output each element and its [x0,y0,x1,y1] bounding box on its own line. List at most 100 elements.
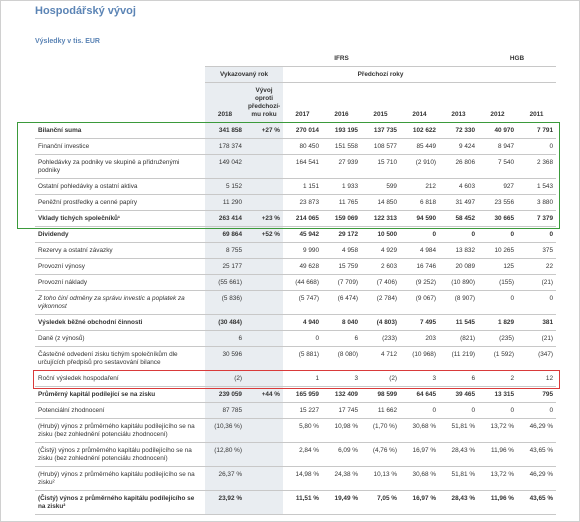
row-label: Výsledek běžné obchodní činnosti [35,314,205,331]
table-row: Výsledek běžné obchodní činnosti (30 484)… [35,314,557,331]
group-header: IFRS [205,51,478,67]
cell: 98 599 [361,386,400,403]
cell [245,138,283,155]
cell: 0 [517,402,557,419]
cell: (10 890) [439,274,478,291]
cell: (4 803) [361,314,400,331]
cell: (9 067) [400,290,439,315]
cell: 5 152 [205,178,245,195]
cell: (44 668) [283,274,322,291]
table-row: Rezervy a ostatní závazky 8 755 9 990 4 958… [35,242,557,259]
row-label: Roční výsledek hospodaření [35,370,205,387]
cell [245,490,283,515]
cell: 80 450 [283,138,322,155]
table-row: (Čistý) výnos z průměrného kapitálu podí… [35,490,557,515]
cell: 94 590 [400,210,439,227]
cell: 8 755 [205,242,245,259]
cell: 10 500 [361,226,400,243]
cell [245,178,283,195]
cell [245,346,283,371]
cell: 46,29 % [517,466,557,491]
cell: (4,76 %) [361,442,400,467]
cell: (5 881) [283,346,322,371]
cell: 214 065 [283,210,322,227]
cell: 178 374 [205,138,245,155]
cell: 149 042 [205,154,245,179]
cell: 11 662 [361,402,400,419]
cell: (5 836) [205,290,245,315]
cell: 4 958 [322,242,361,259]
cell: 0 [439,402,478,419]
cell: (2 910) [400,154,439,179]
cell: 4 940 [283,314,322,331]
cell: 263 414 [205,210,245,227]
cell: 20 089 [439,258,478,275]
cell: 29 172 [322,226,361,243]
cell: 13 315 [478,386,517,403]
cell [245,330,283,347]
cell [245,290,283,315]
cell: 51,81 % [439,418,478,443]
row-label: (Hrubý) výnos z průměrného kapitálu podí… [35,418,205,443]
cell: (821) [439,330,478,347]
subgroup-header: Vykazovaný rok [205,66,283,83]
cell: 0 [439,226,478,243]
cell: 0 [517,226,557,243]
cell: 9 990 [283,242,322,259]
cell [245,154,283,179]
cell: 28,43 % [439,490,478,515]
cell: 159 069 [322,210,361,227]
table-row: Vklady tichých společníků¹ 263 414 +23 % 21… [35,210,557,227]
cell: 212 [400,178,439,195]
cell: (235) [478,330,517,347]
cell: 0 [478,226,517,243]
cell: 87 785 [205,402,245,419]
row-label: Průměrný kapitál podílející se na zisku [35,386,205,403]
cell: (11 219) [439,346,478,371]
row-label: Pohledávky za podniky ve skupině a přidr… [35,154,205,179]
row-label: Z toho činí odměny za správu investic a … [35,290,205,315]
cell: 102 622 [400,122,439,139]
cell: 1 [283,370,322,387]
cell: 1 543 [517,178,557,195]
table-row: (Hrubý) výnos z průměrného kapitálu podí… [35,466,557,491]
cell: 270 014 [283,122,322,139]
table-row: Finanční investice 178 374 80 450 151 558 10… [35,138,557,155]
cell: 45 942 [283,226,322,243]
cell: 11,96 % [478,490,517,515]
cell: (12,80 %) [205,442,245,467]
cell: (5 747) [283,290,322,315]
row-label: Ostatní pohledávky a ostatní aktiva [35,178,205,195]
cell: 10 265 [478,242,517,259]
cell: 51,81 % [439,466,478,491]
cell: 151 558 [322,138,361,155]
cell: 16,97 % [400,490,439,515]
row-label: Bilanční suma [35,122,205,139]
cell: (2 784) [361,290,400,315]
cell: 31 497 [439,194,478,211]
cell: (1 592) [478,346,517,371]
cell: 13 832 [439,242,478,259]
cell: (21) [517,274,557,291]
cell: 13,72 % [478,418,517,443]
cell: 6 818 [400,194,439,211]
cell: 125 [478,258,517,275]
row-label: Provozní výnosy [35,258,205,275]
cell: 15 227 [283,402,322,419]
cell: 43,65 % [517,490,557,515]
cell: 0 [517,290,557,315]
column-header: 2017 [283,82,322,123]
cell: 341 858 [205,122,245,139]
table-body: Bilanční suma 341 858 +27 % 270 014 193 195 1… [35,122,557,515]
cell: 4 712 [361,346,400,371]
cell [245,418,283,443]
table-row: Provozní náklady (55 661) (44 668) (7 709)(… [35,274,557,291]
cell: 6,09 % [322,442,361,467]
cell: (1,70 %) [361,418,400,443]
cell: 10,13 % [361,466,400,491]
cell: (155) [478,274,517,291]
table-row: Provozní výnosy 25 177 49 628 15 759 2 603 16… [35,258,557,275]
cell: 122 313 [361,210,400,227]
cell: +27 % [245,122,283,139]
cell: (30 484) [205,314,245,331]
